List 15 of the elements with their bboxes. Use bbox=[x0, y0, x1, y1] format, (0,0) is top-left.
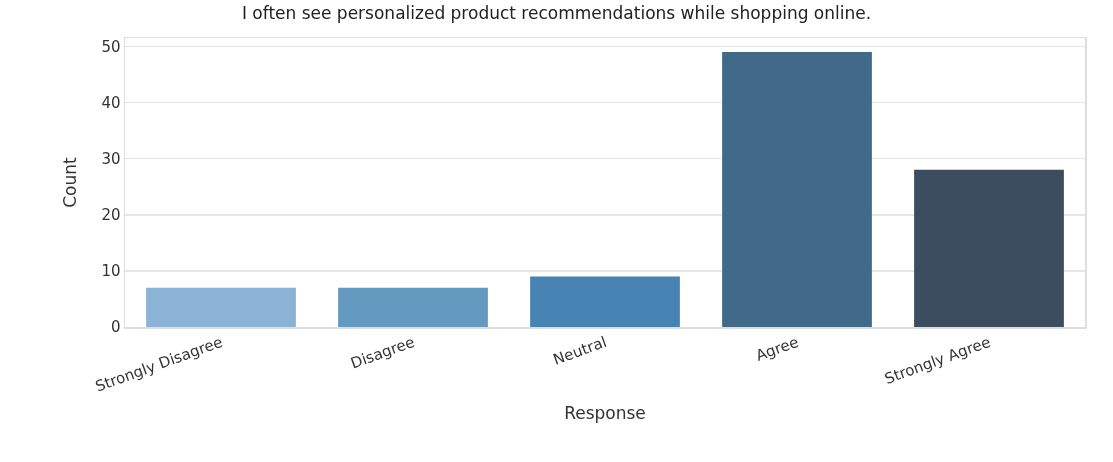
y-tick-label: 20 bbox=[101, 206, 121, 225]
bar bbox=[530, 276, 680, 327]
bar bbox=[722, 52, 872, 327]
bar bbox=[146, 287, 296, 327]
chart-title: I often see personalized product recommendations while shopping online. bbox=[241, 2, 872, 23]
x-tick-label: Agree bbox=[753, 332, 801, 365]
y-axis-title: Count bbox=[60, 156, 81, 208]
y-tick-label: 0 bbox=[110, 318, 121, 337]
y-tick-label: 30 bbox=[101, 149, 121, 168]
y-tick-label: 10 bbox=[101, 262, 121, 281]
bar bbox=[338, 287, 488, 327]
y-tick-label: 40 bbox=[101, 93, 121, 112]
bar bbox=[914, 169, 1064, 327]
x-axis-title: Response bbox=[564, 402, 646, 423]
y-tick-label: 50 bbox=[101, 37, 121, 56]
